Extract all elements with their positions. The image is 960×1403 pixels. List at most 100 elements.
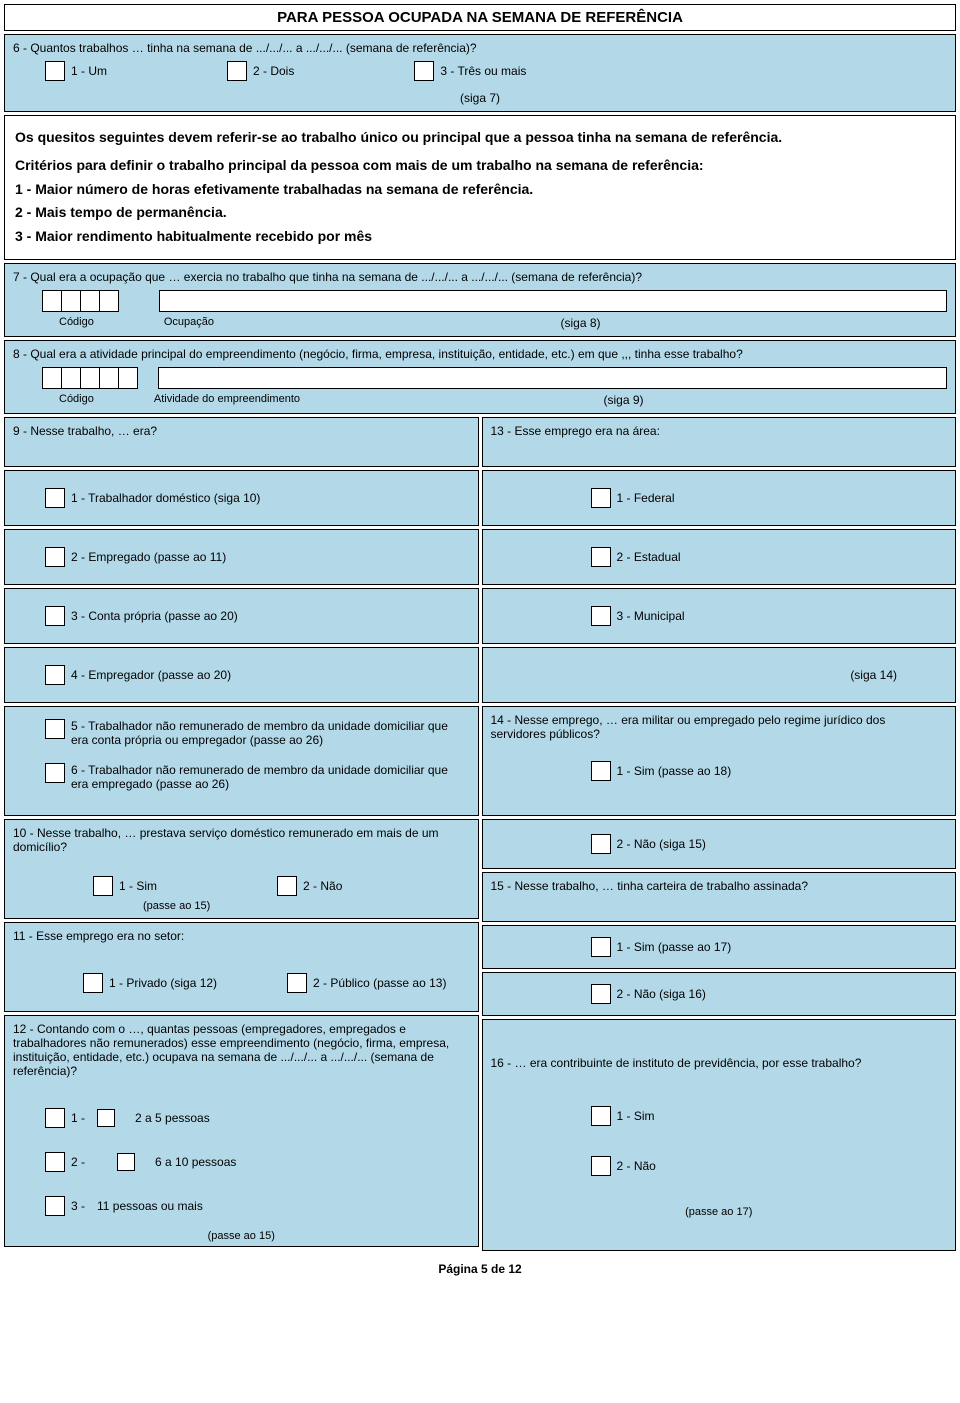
q12-o1-text: 2 a 5 pessoas xyxy=(135,1111,210,1125)
q6-siga: (siga 7) xyxy=(13,91,947,105)
q9-o1-check[interactable] xyxy=(45,488,65,508)
q7-codigo-label: Código xyxy=(59,316,94,330)
q15-o2-box: 2 - Não (siga 16) xyxy=(482,972,957,1016)
q9-o5-label: 5 - Trabalhador não remunerado de membro… xyxy=(71,719,451,747)
q10-o1-label: 1 - Sim xyxy=(119,879,157,893)
q13-title: 13 - Esse emprego era na área: xyxy=(491,424,948,438)
q6-opt3-check[interactable] xyxy=(414,61,434,81)
q8-siga: (siga 9) xyxy=(300,393,947,407)
q8-atividade-label: Atividade do empreendimento xyxy=(154,393,300,407)
q11-o1-check[interactable] xyxy=(83,973,103,993)
q7-box: 7 - Qual era a ocupação que … exercia no… xyxy=(4,263,956,337)
q12-o2-check[interactable] xyxy=(45,1152,65,1172)
q9-o6-label: 6 - Trabalhador não remunerado de membro… xyxy=(71,763,451,791)
q13-title-box: 13 - Esse emprego era na área: xyxy=(482,417,957,467)
q10-o2-check[interactable] xyxy=(277,876,297,896)
q13-o3-box: 3 - Municipal xyxy=(482,588,957,644)
q14-o2-label: 2 - Não (siga 15) xyxy=(617,837,706,851)
q13-o1-check[interactable] xyxy=(591,488,611,508)
q14-o2-box: 2 - Não (siga 15) xyxy=(482,819,957,869)
q9-o1-box: 1 - Trabalhador doméstico (siga 10) xyxy=(4,470,479,526)
q8-code-boxes[interactable] xyxy=(43,367,138,389)
q8-activity-field[interactable] xyxy=(158,367,947,389)
q13-o3-check[interactable] xyxy=(591,606,611,626)
q8-codigo-label: Código xyxy=(59,393,94,407)
q13-o3-label: 3 - Municipal xyxy=(617,609,685,623)
q13-o2-check[interactable] xyxy=(591,547,611,567)
q7-ocupacao-label: Ocupação xyxy=(164,316,214,330)
q10-o2-label: 2 - Não xyxy=(303,879,342,893)
q12-o1-num: 1 - xyxy=(71,1111,97,1125)
q12-box: 12 - Contando com o …, quantas pessoas (… xyxy=(4,1015,479,1247)
q8-title: 8 - Qual era a atividade principal do em… xyxy=(13,347,947,361)
q11-o2-label: 2 - Público (passe ao 13) xyxy=(313,976,446,990)
q9-title: 9 - Nesse trabalho, … era? xyxy=(13,424,470,438)
q11-box: 11 - Esse emprego era no setor: 1 - Priv… xyxy=(4,922,479,1012)
q15-o2-label: 2 - Não (siga 16) xyxy=(617,987,706,1001)
q7-occupation-field[interactable] xyxy=(159,290,947,312)
q6-opt1-label: 1 - Um xyxy=(71,64,107,78)
q7-title: 7 - Qual era a ocupação que … exercia no… xyxy=(13,270,947,284)
q9-o5-check[interactable] xyxy=(45,719,65,739)
section-header: PARA PESSOA OCUPADA NA SEMANA DE REFERÊN… xyxy=(4,4,956,31)
q15-title-box: 15 - Nesse trabalho, … tinha carteira de… xyxy=(482,872,957,922)
q10-title: 10 - Nesse trabalho, … prestava serviço … xyxy=(13,826,443,854)
q12-o1-check[interactable] xyxy=(45,1108,65,1128)
q13-siga-box: (siga 14) xyxy=(482,647,957,703)
q9-o1-label: 1 - Trabalhador doméstico (siga 10) xyxy=(71,491,260,505)
q12-o1-extra[interactable] xyxy=(97,1109,115,1127)
q6-opt2-label: 2 - Dois xyxy=(253,64,294,78)
q6-opt2-check[interactable] xyxy=(227,61,247,81)
q16-o2-label: 2 - Não xyxy=(617,1159,656,1173)
q9-o4-check[interactable] xyxy=(45,665,65,685)
q12-o3-num: 3 - xyxy=(71,1199,97,1213)
q11-o2-check[interactable] xyxy=(287,973,307,993)
q16-o1-check[interactable] xyxy=(591,1106,611,1126)
q7-siga: (siga 8) xyxy=(214,316,947,330)
q14-o1-label: 1 - Sim (passe ao 18) xyxy=(617,764,732,778)
q12-title: 12 - Contando com o …, quantas pessoas (… xyxy=(13,1022,453,1078)
q11-o1-label: 1 - Privado (siga 12) xyxy=(109,976,217,990)
q15-o1-check[interactable] xyxy=(591,937,611,957)
q10-passe: (passe ao 15) xyxy=(143,900,470,912)
q12-o3-text: 11 pessoas ou mais xyxy=(97,1199,203,1213)
q9-o6-check[interactable] xyxy=(45,763,65,783)
q9-o3-label: 3 - Conta própria (passe ao 20) xyxy=(71,609,238,623)
q13-siga: (siga 14) xyxy=(491,668,948,682)
q16-passe: (passe ao 17) xyxy=(491,1206,948,1218)
q13-o1-label: 1 - Federal xyxy=(617,491,675,505)
q6-opt1-check[interactable] xyxy=(45,61,65,81)
q10-o1-check[interactable] xyxy=(93,876,113,896)
q9-o3-check[interactable] xyxy=(45,606,65,626)
q15-o2-check[interactable] xyxy=(591,984,611,1004)
criteria-1: 1 - Maior número de horas efetivamente t… xyxy=(15,178,945,202)
q14-o1-check[interactable] xyxy=(591,761,611,781)
q16-box: 16 - … era contribuinte de instituto de … xyxy=(482,1019,957,1251)
q9-o2-check[interactable] xyxy=(45,547,65,567)
criteria-sub: Critérios para definir o trabalho princi… xyxy=(15,154,945,178)
q9-o3-box: 3 - Conta própria (passe ao 20) xyxy=(4,588,479,644)
q9-o4-box: 4 - Empregador (passe ao 20) xyxy=(4,647,479,703)
q10-box: 10 - Nesse trabalho, … prestava serviço … xyxy=(4,819,479,919)
q16-o2-check[interactable] xyxy=(591,1156,611,1176)
q15-title: 15 - Nesse trabalho, … tinha carteira de… xyxy=(491,879,948,893)
criteria-intro: Os quesitos seguintes devem referir-se a… xyxy=(15,126,945,150)
q13-o1-box: 1 - Federal xyxy=(482,470,957,526)
q16-title: 16 - … era contribuinte de instituto de … xyxy=(491,1056,948,1070)
q12-o2-extra[interactable] xyxy=(117,1153,135,1171)
q6-opt3-label: 3 - Três ou mais xyxy=(440,64,526,78)
criteria-3: 3 - Maior rendimento habitualmente receb… xyxy=(15,225,945,249)
q8-box: 8 - Qual era a atividade principal do em… xyxy=(4,340,956,414)
q13-o2-box: 2 - Estadual xyxy=(482,529,957,585)
q14-box: 14 - Nesse emprego, … era militar ou emp… xyxy=(482,706,957,816)
q14-o2-check[interactable] xyxy=(591,834,611,854)
q16-o1-label: 1 - Sim xyxy=(617,1109,655,1123)
q7-code-boxes[interactable] xyxy=(43,290,119,312)
q14-title: 14 - Nesse emprego, … era militar ou emp… xyxy=(491,713,931,741)
q9-o4-label: 4 - Empregador (passe ao 20) xyxy=(71,668,231,682)
q6-title: 6 - Quantos trabalhos … tinha na semana … xyxy=(13,41,947,55)
page-footer: Página 5 de 12 xyxy=(4,1262,956,1276)
q13-o2-label: 2 - Estadual xyxy=(617,550,681,564)
q15-o1-label: 1 - Sim (passe ao 17) xyxy=(617,940,732,954)
q12-o3-check[interactable] xyxy=(45,1196,65,1216)
